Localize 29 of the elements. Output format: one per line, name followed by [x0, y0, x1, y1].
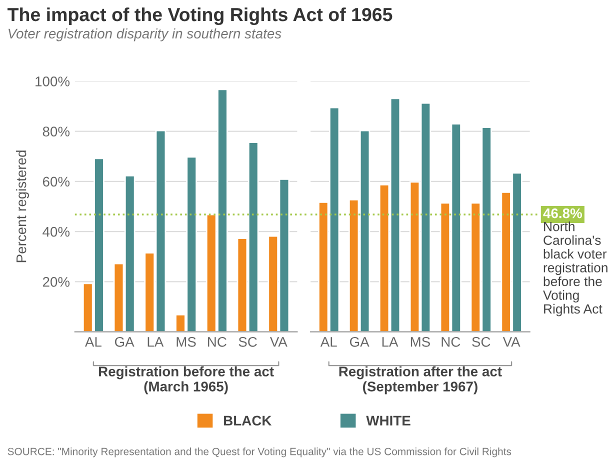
legend-label: WHITE [366, 416, 410, 426]
text: North Carolina's black voter registration before the Voting Rights Act [543, 222, 608, 316]
ref-line-label: 46.8% [543, 208, 582, 218]
x-axis-title: Registration after the act (September 1967) [339, 366, 502, 394]
x-tick-label: AL [84, 337, 102, 347]
x-tick-label: MS [176, 336, 196, 347]
y-axis-title: Percent registered [16, 150, 29, 262]
legend-label: BLACK [224, 416, 272, 426]
y-tick-label: 40% [42, 226, 70, 237]
x-tick-label: LA [148, 337, 164, 347]
y-tick-label: 60% [42, 176, 70, 187]
x-tick-label: VA [502, 337, 520, 347]
y-tick-label: 100% [36, 76, 70, 86]
x-tick-label: NC [208, 336, 226, 347]
source-note: SOURCE: "Minority Representation and the Quest for Voting Equality" via the US Commission for Civil Rights [8, 448, 512, 458]
x-tick-label: SC [238, 336, 257, 347]
x-tick-label: VA [270, 337, 288, 347]
x-tick-label: MS [410, 336, 430, 347]
y-tick-label: 80% [42, 126, 70, 136]
x-tick-label: AL [320, 337, 337, 347]
y-tick-label: 20% [42, 276, 70, 287]
x-axis-title: Registration before the act (March 1965) [99, 366, 274, 394]
x-tick-label: GA [350, 336, 370, 347]
x-tick-label: SC [472, 336, 490, 347]
chart-title: The impact of the Voting Rights Act of 1965 [8, 7, 392, 26]
x-tick-label: LA [382, 337, 398, 347]
x-tick-label: GA [114, 336, 134, 347]
x-tick-label: NC [442, 336, 460, 347]
chart-subtitle: Voter registration disparity in southern states [8, 28, 282, 42]
